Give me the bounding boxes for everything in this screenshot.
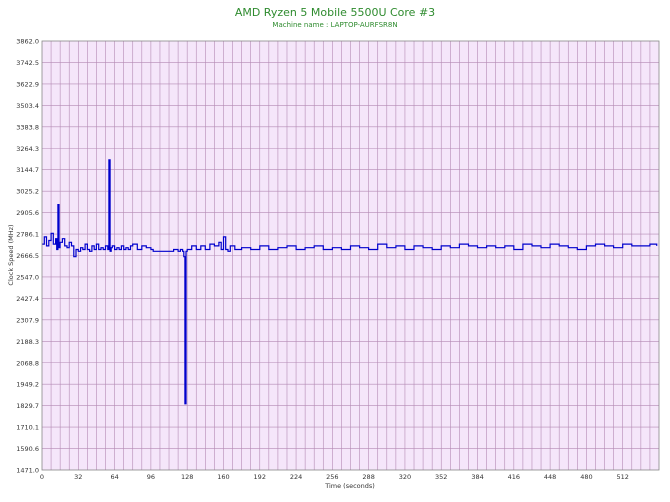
y-tick-label: 3025.2 (16, 188, 39, 196)
y-tick-label: 1590.6 (16, 445, 39, 453)
y-tick-label: 2786.1 (16, 231, 39, 239)
y-tick-label: 2068.8 (16, 359, 39, 367)
y-tick-label: 3383.8 (16, 123, 39, 131)
tick-labels: 3862.0 3742.5 3622.9 3503.4 3383.8 3264.3 3144… (16, 38, 629, 482)
x-tick-label: 512 (616, 473, 628, 481)
y-tick-label: 3742.5 (16, 59, 39, 67)
x-axis-label: Time (seconds) (324, 482, 375, 490)
x-tick-label: 352 (435, 473, 447, 481)
y-tick-label: 2188.3 (16, 338, 39, 346)
y-tick-label: 2307.9 (16, 316, 39, 324)
x-tick-label: 32 (74, 473, 82, 481)
plot-border (41, 40, 660, 471)
y-tick-label: 1471.0 (16, 467, 39, 475)
y-tick-label: 2427.4 (16, 295, 39, 303)
y-tick-label: 3503.4 (16, 102, 39, 110)
x-tick-label: 480 (580, 473, 592, 481)
x-tick-label: 256 (326, 473, 338, 481)
y-tick-label: 1949.2 (16, 381, 39, 389)
y-tick-label: 3264.3 (16, 145, 39, 153)
y-tick-label: 3144.7 (16, 166, 39, 174)
x-tick-label: 192 (254, 473, 266, 481)
y-tick-label: 2666.5 (16, 252, 39, 260)
grid-lines (42, 41, 659, 470)
x-tick-label: 320 (399, 473, 411, 481)
x-tick-label: 160 (217, 473, 229, 481)
x-tick-label: 0 (40, 473, 44, 481)
x-tick-label: 448 (544, 473, 556, 481)
x-tick-label: 64 (110, 473, 118, 481)
y-tick-label: 1710.1 (16, 424, 39, 432)
y-tick-label: 1829.7 (16, 402, 39, 410)
y-tick-label: 2905.6 (16, 209, 39, 217)
y-tick-label: 3862.0 (16, 38, 39, 46)
x-tick-label: 416 (508, 473, 520, 481)
x-tick-label: 288 (362, 473, 374, 481)
x-tick-label: 96 (147, 473, 155, 481)
chart-title: AMD Ryzen 5 Mobile 5500U Core #3 (234, 6, 436, 19)
x-tick-label: 128 (181, 473, 193, 481)
chart-subtitle: Machine name : LAPTOP-AURFSR8N (272, 21, 398, 29)
x-tick-label: 224 (290, 473, 302, 481)
y-tick-label: 2547.0 (16, 273, 39, 281)
y-tick-label: 3622.9 (16, 80, 39, 88)
x-tick-label: 384 (471, 473, 483, 481)
clock-speed-series (42, 159, 658, 405)
y-axis-label: Clock Speed (MHz) (7, 224, 15, 285)
